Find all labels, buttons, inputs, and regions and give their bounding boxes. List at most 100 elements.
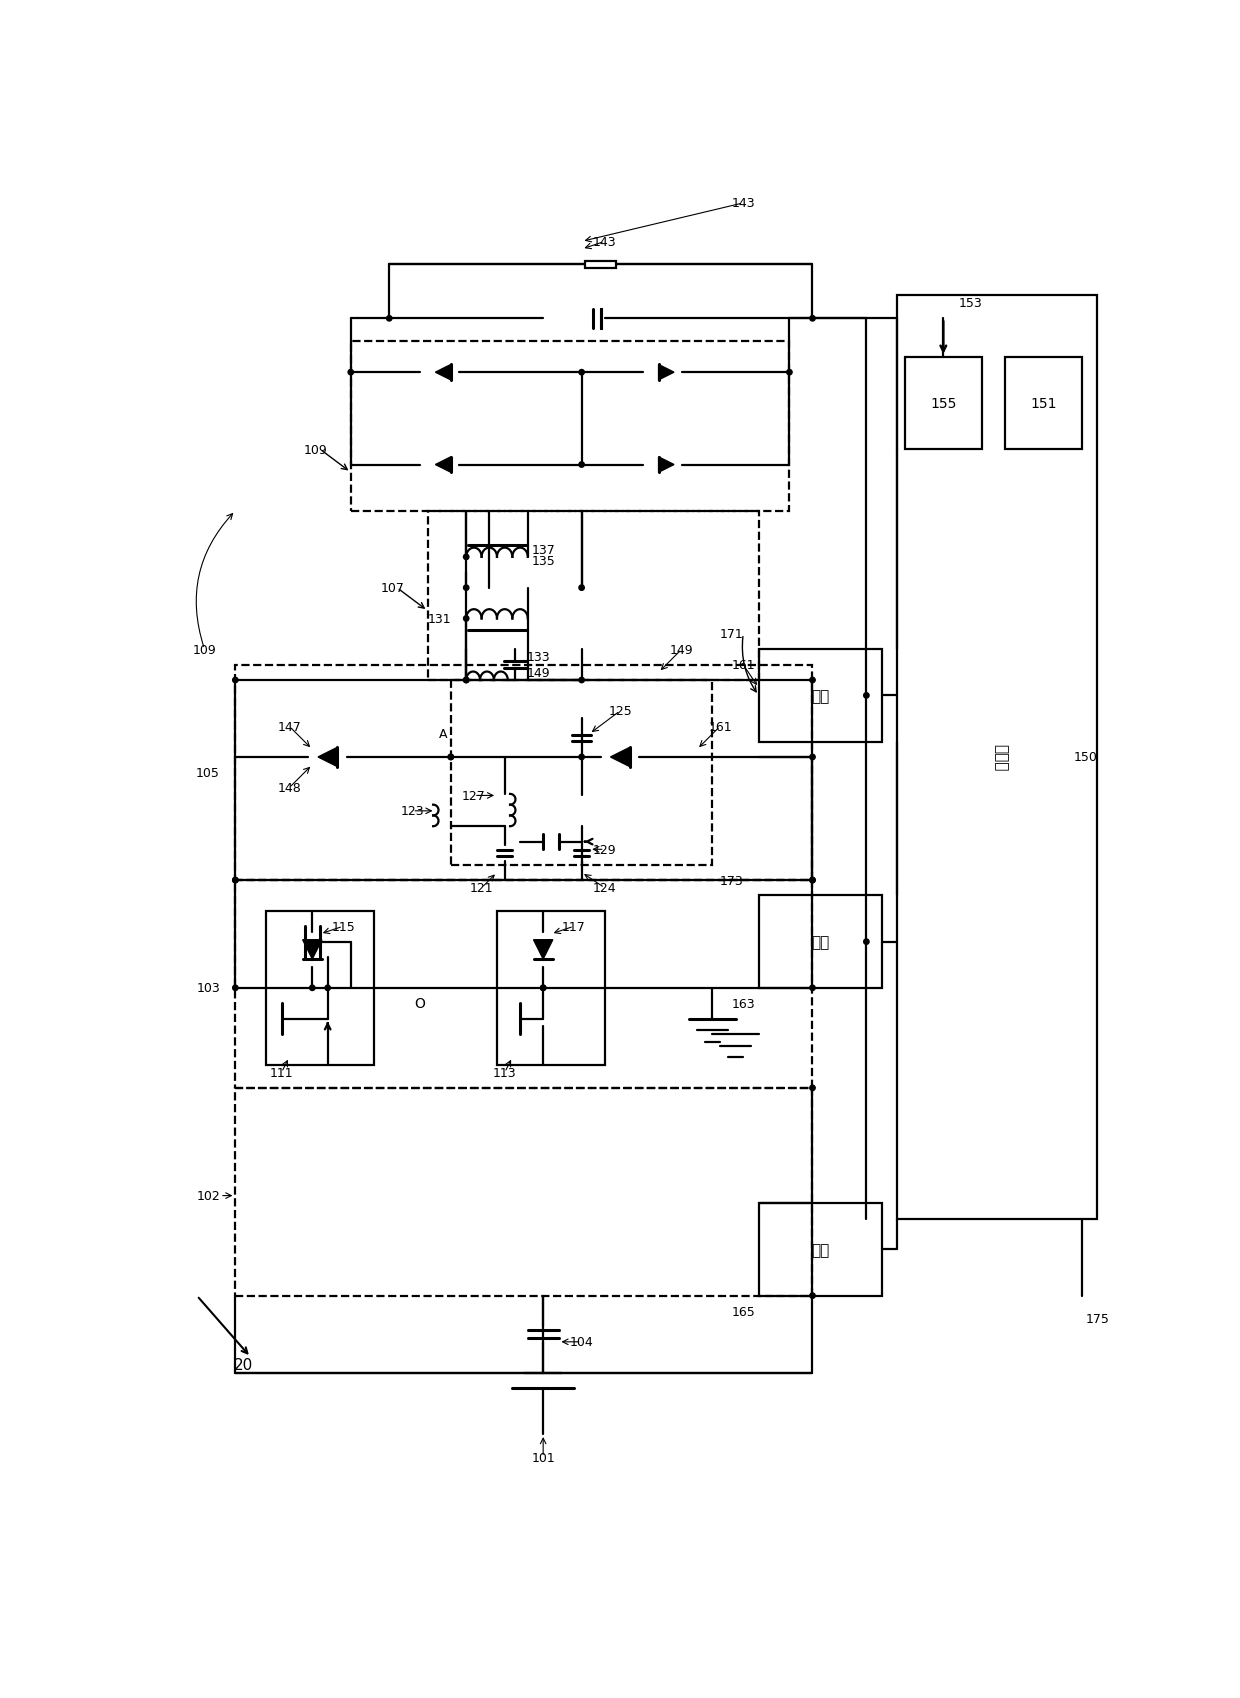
Polygon shape: [303, 941, 322, 959]
Text: 147: 147: [278, 720, 301, 734]
Circle shape: [233, 878, 238, 883]
Text: 133: 133: [527, 650, 551, 664]
Circle shape: [810, 678, 815, 683]
Circle shape: [810, 1085, 815, 1090]
Circle shape: [810, 985, 815, 992]
Text: 控制器: 控制器: [993, 744, 1008, 771]
Circle shape: [864, 939, 869, 944]
Circle shape: [810, 756, 815, 761]
Circle shape: [810, 316, 815, 323]
Text: 151: 151: [1030, 397, 1056, 411]
Circle shape: [448, 756, 454, 761]
Text: 104: 104: [569, 1336, 594, 1348]
Circle shape: [387, 316, 392, 323]
Polygon shape: [658, 365, 675, 380]
Text: 111: 111: [269, 1066, 294, 1080]
Circle shape: [233, 878, 238, 883]
Text: 109: 109: [304, 443, 327, 457]
Polygon shape: [435, 457, 451, 474]
Bar: [351, 343, 790, 511]
Bar: [497, 912, 605, 1065]
Text: 127: 127: [463, 790, 486, 803]
Text: 103: 103: [196, 981, 219, 995]
Text: 驱动: 驱动: [811, 934, 830, 949]
Circle shape: [464, 586, 469, 591]
Polygon shape: [533, 941, 553, 959]
Text: 105: 105: [196, 766, 219, 779]
Text: 113: 113: [492, 1066, 517, 1080]
Text: 150: 150: [1074, 751, 1097, 764]
Text: 148: 148: [278, 781, 301, 795]
Circle shape: [464, 678, 469, 683]
Circle shape: [810, 1294, 815, 1299]
Bar: [759, 897, 882, 988]
Bar: [898, 295, 1097, 1219]
Bar: [451, 681, 713, 866]
Text: 161: 161: [708, 720, 732, 734]
Text: 143: 143: [732, 197, 755, 211]
Text: 101: 101: [531, 1450, 556, 1464]
Text: A: A: [439, 728, 448, 740]
Bar: [759, 1204, 882, 1296]
Text: 131: 131: [428, 613, 451, 625]
Bar: [236, 881, 812, 1088]
Text: 121: 121: [470, 881, 494, 895]
Text: 驱动: 驱动: [811, 1243, 830, 1257]
Bar: [1004, 358, 1081, 450]
Text: 137: 137: [531, 543, 556, 557]
Text: 143: 143: [593, 236, 616, 248]
Circle shape: [348, 370, 353, 375]
Text: 173: 173: [719, 874, 743, 886]
Circle shape: [233, 678, 238, 683]
Circle shape: [810, 878, 815, 883]
Text: 163: 163: [732, 997, 755, 1010]
Text: 124: 124: [593, 881, 616, 895]
Text: 123: 123: [401, 805, 424, 818]
Text: 149: 149: [527, 666, 551, 679]
Circle shape: [310, 985, 315, 992]
Polygon shape: [319, 747, 337, 767]
Circle shape: [579, 586, 584, 591]
Circle shape: [786, 370, 792, 375]
Circle shape: [464, 616, 469, 621]
Bar: [905, 358, 982, 450]
Bar: [585, 261, 616, 268]
Circle shape: [541, 985, 546, 992]
Polygon shape: [610, 747, 630, 767]
Circle shape: [579, 462, 584, 469]
Text: 驱动: 驱动: [811, 688, 830, 703]
Text: 117: 117: [562, 920, 585, 934]
Text: 107: 107: [381, 582, 404, 594]
Text: 153: 153: [959, 297, 982, 311]
Circle shape: [464, 555, 469, 560]
Text: 161: 161: [732, 659, 755, 672]
Text: O: O: [414, 997, 425, 1010]
Text: 175: 175: [1085, 1313, 1109, 1326]
Circle shape: [233, 985, 238, 992]
Circle shape: [864, 693, 869, 698]
Text: 109: 109: [192, 644, 217, 657]
Text: 171: 171: [719, 628, 743, 640]
Bar: [236, 666, 812, 881]
Bar: [236, 1088, 812, 1296]
Circle shape: [579, 756, 584, 761]
Text: 20: 20: [233, 1358, 253, 1372]
Bar: [267, 912, 373, 1065]
Bar: [759, 650, 882, 742]
Text: 102: 102: [196, 1189, 219, 1202]
Text: 129: 129: [593, 844, 616, 856]
Circle shape: [448, 756, 454, 761]
Circle shape: [464, 678, 469, 683]
Circle shape: [325, 985, 330, 992]
Circle shape: [810, 878, 815, 883]
Polygon shape: [435, 365, 451, 380]
Circle shape: [579, 678, 584, 683]
Circle shape: [541, 985, 546, 992]
Text: 135: 135: [531, 555, 556, 567]
Text: 165: 165: [732, 1304, 755, 1318]
Text: 115: 115: [331, 920, 355, 934]
Text: 155: 155: [930, 397, 956, 411]
Text: 149: 149: [670, 644, 693, 657]
Bar: [428, 511, 759, 681]
Polygon shape: [658, 457, 675, 474]
